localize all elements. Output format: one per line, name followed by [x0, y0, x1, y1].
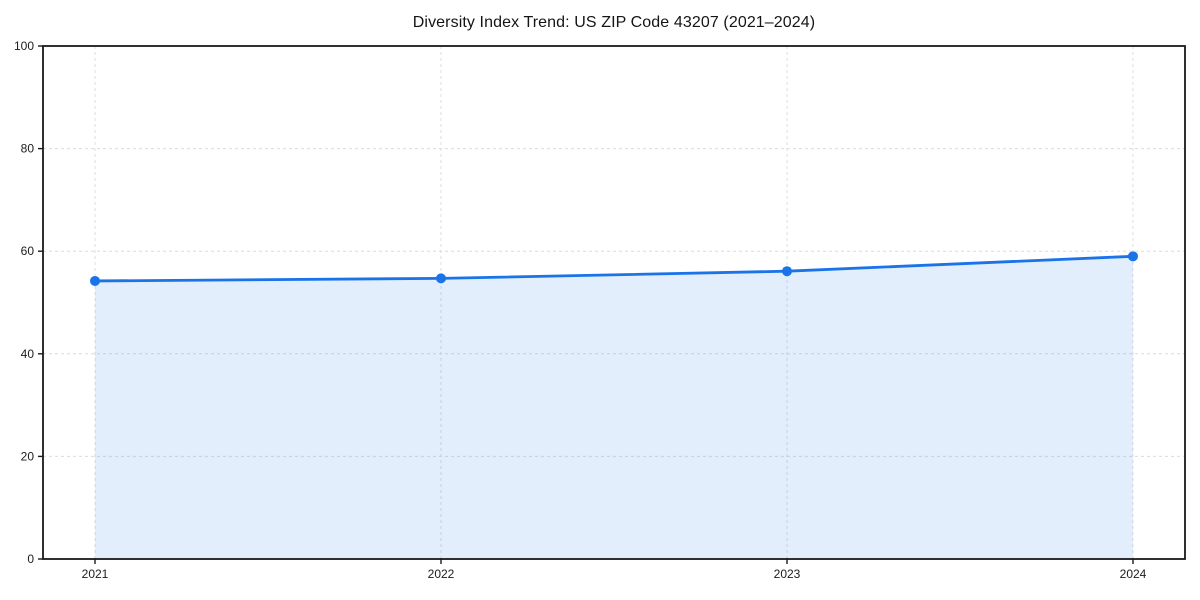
y-tick-label: 100 [14, 39, 34, 53]
gridlines [43, 46, 1185, 559]
x-tick-label: 2024 [1120, 567, 1147, 581]
plot-frame [42, 45, 1186, 560]
y-tick-label: 0 [27, 552, 34, 566]
x-tick-label: 2023 [774, 567, 801, 581]
y-tick-label: 40 [21, 347, 35, 361]
x-tick-label: 2022 [428, 567, 455, 581]
data-point-2021 [90, 275, 100, 286]
chart-title: Diversity Index Trend: US ZIP Code 43207… [412, 14, 816, 31]
area-fill [95, 256, 1133, 559]
y-tick-label: 20 [21, 449, 35, 463]
data-point-2024 [1128, 251, 1138, 262]
data-point-2022 [436, 273, 446, 284]
y-tick-label: 60 [21, 244, 35, 258]
y-axis-ticks: 0 20 40 60 80 100 [14, 39, 43, 566]
data-point-2023 [782, 266, 792, 277]
trend-line [93, 254, 1135, 283]
x-axis-ticks: 2021 2022 2023 2024 [82, 559, 1147, 581]
y-tick-label: 80 [21, 142, 35, 156]
x-tick-label: 2021 [82, 567, 109, 581]
